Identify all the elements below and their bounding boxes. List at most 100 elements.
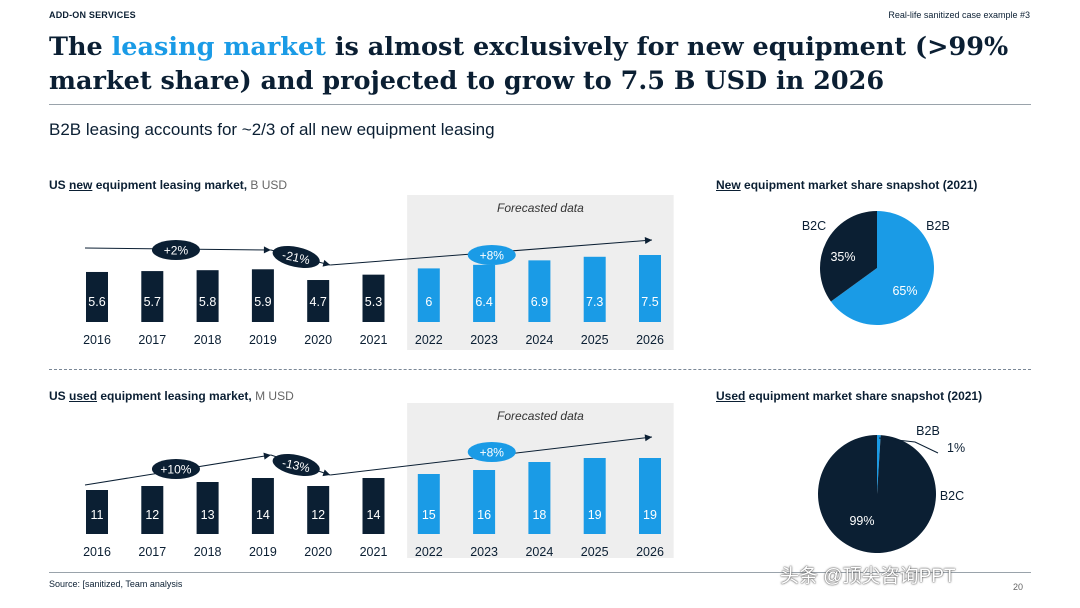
new-leasing-bar-chart: Forecasted data 5.6 2016 5.7 2017 5.8 2018 5.9 2… (83, 195, 674, 350)
growth-badge: +8% (467, 442, 516, 462)
bar-value-label: 5.9 (254, 295, 271, 309)
bar-2017 (141, 486, 164, 534)
bar-2019 (251, 478, 274, 534)
x-tick-label: 2021 (360, 545, 388, 559)
x-tick-label: 2024 (525, 545, 553, 559)
bar-value-label: 12 (311, 508, 325, 522)
bar-2025 (583, 256, 606, 322)
new-market-chart-title: US new equipment leasing market, B USD (49, 178, 288, 192)
bar-2017 (141, 271, 164, 322)
growth-badge-label: +2% (164, 244, 189, 258)
bar-2026 (639, 255, 661, 322)
pie-slice-b2b (830, 211, 934, 325)
bar-value-label: 4.7 (310, 295, 327, 309)
forecast-label: Forecasted data (497, 409, 584, 423)
x-tick-label: 2024 (525, 333, 553, 347)
growth-badge: +8% (467, 245, 516, 265)
growth-badge: +10% (151, 459, 200, 479)
growth-badge-shape (151, 240, 200, 260)
x-tick-label: 2016 (83, 545, 111, 559)
bar-value-label: 7.3 (586, 295, 603, 309)
page-number: 20 (1013, 582, 1024, 592)
bar-value-label: 5.8 (199, 295, 216, 309)
pie-category-label-b2c: B2C (940, 489, 964, 503)
bar-2016 (86, 271, 108, 322)
bar-value-label: 18 (532, 508, 546, 522)
trend-arrowhead (322, 259, 331, 267)
bar-2016 (86, 490, 108, 534)
watermark: 头条 @顶尖咨询PPT (780, 566, 956, 587)
bar-value-label: 7.5 (641, 295, 658, 309)
x-tick-label: 2016 (83, 333, 111, 347)
bar-value-label: 6.4 (475, 295, 492, 309)
pie-category-label-b2b: B2B (916, 424, 940, 438)
bar-2024 (528, 462, 551, 534)
growth-badge-label: +8% (480, 249, 505, 263)
bar-value-label: 13 (201, 508, 215, 522)
footer-rule (49, 572, 1031, 573)
pie-category-label-b2b: B2B (926, 219, 950, 233)
title-pre: The (49, 32, 112, 62)
bar-2021 (362, 478, 385, 534)
bar-value-label: 12 (145, 508, 159, 522)
bar-2022 (417, 474, 440, 534)
growth-badge: -13% (272, 454, 320, 476)
pie-value-label-b2b: 1% (947, 441, 965, 455)
x-tick-label: 2025 (581, 333, 609, 347)
pie-category-label-b2c: B2C (802, 219, 826, 233)
growth-badge-shape (467, 245, 516, 265)
bar-2020 (307, 486, 330, 534)
growth-badge-label: +8% (480, 446, 505, 460)
page-subtitle: B2B leasing accounts for ~2/3 of all new… (49, 120, 495, 139)
bar-value-label: 5.6 (88, 295, 105, 309)
used-share-pie-chart: B2B 1% B2C 99% (818, 424, 965, 553)
bar-value-label: 16 (477, 508, 491, 522)
growth-badge-shape (151, 459, 200, 479)
growth-badge-shape (467, 442, 516, 462)
growth-badge-label: -13% (281, 456, 312, 476)
x-tick-label: 2017 (138, 545, 166, 559)
trend-arrowhead (644, 434, 652, 442)
x-tick-label: 2020 (304, 545, 332, 559)
bar-value-label: 19 (643, 508, 657, 522)
bar-2022 (417, 268, 440, 322)
bar-2023 (473, 264, 496, 322)
trend-arrowhead (263, 246, 271, 254)
growth-badge: +2% (151, 240, 200, 260)
pie-leader-line (878, 437, 939, 454)
x-tick-label: 2019 (249, 545, 277, 559)
pie-value-label-b2c: 35% (830, 250, 855, 264)
forecast-label: Forecasted data (497, 201, 584, 215)
trend-arrowhead (322, 469, 331, 477)
bar-2019 (251, 269, 274, 322)
bar-value-label: 5.7 (144, 295, 161, 309)
x-tick-label: 2025 (581, 545, 609, 559)
trend-arrowhead (263, 452, 271, 460)
used-leasing-bar-chart: Forecasted data 11 2016 12 2017 13 2018 14 2019 1… (83, 403, 674, 559)
title-highlight: leasing market (111, 32, 326, 62)
section-label: ADD-ON SERVICES (49, 10, 136, 20)
trend-arrowhead (644, 237, 652, 245)
growth-badge-label: +10% (160, 463, 191, 477)
bar-2024 (528, 260, 551, 322)
bar-value-label: 14 (367, 508, 381, 522)
bar-2021 (362, 274, 385, 322)
pie-slice-b2c (818, 435, 936, 553)
bar-2018 (196, 270, 219, 322)
bar-value-label: 19 (588, 508, 602, 522)
x-tick-label: 2023 (470, 545, 498, 559)
bar-2023 (473, 470, 496, 534)
bar-value-label: 15 (422, 508, 436, 522)
title-rule (49, 104, 1031, 105)
bar-value-label: 11 (91, 508, 104, 522)
x-tick-label: 2019 (249, 333, 277, 347)
bar-value-label: 6.9 (531, 295, 548, 309)
title-post: is almost exclusively for new equipment … (49, 32, 1009, 96)
bar-2025 (583, 458, 606, 534)
pie-slice-b2b (877, 435, 881, 494)
bar-value-label: 6 (425, 295, 432, 309)
x-tick-label: 2026 (636, 545, 664, 559)
growth-badge-shape (272, 454, 320, 476)
bar-value-label: 5.3 (365, 295, 382, 309)
bar-value-label: 14 (256, 508, 270, 522)
